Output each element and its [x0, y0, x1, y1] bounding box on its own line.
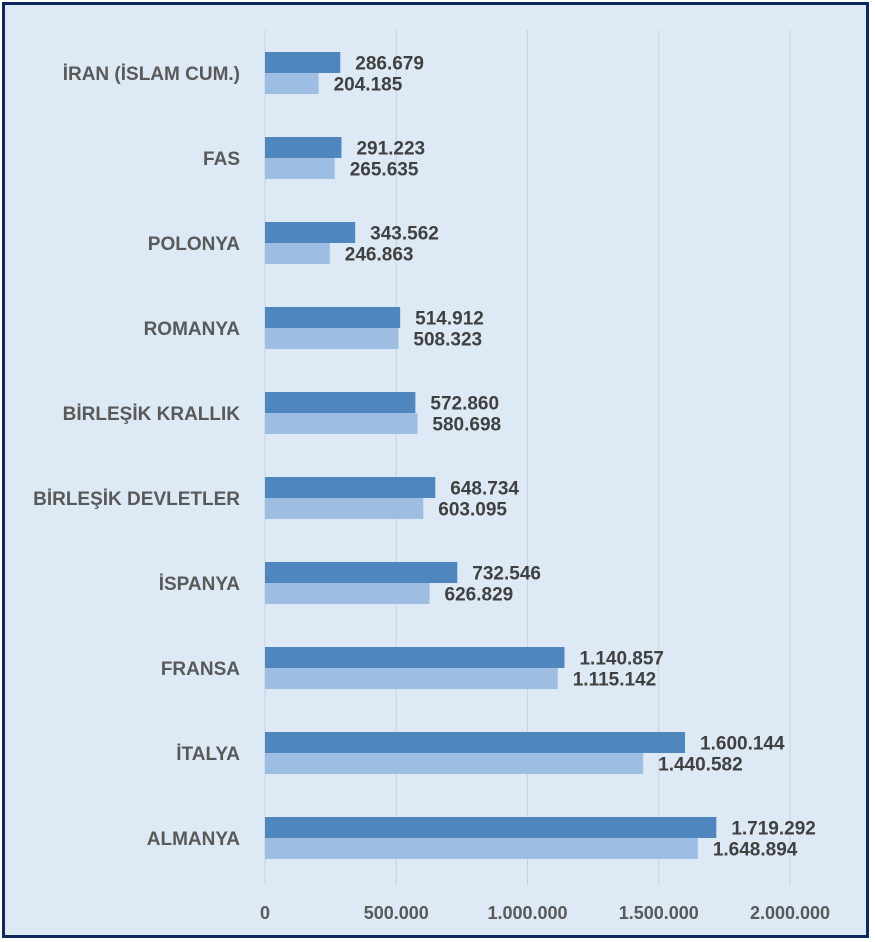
data-label: 343.562 — [370, 224, 439, 245]
data-label: 648.734 — [450, 479, 519, 500]
bar — [265, 668, 558, 689]
data-label: 626.829 — [445, 585, 514, 606]
bar — [265, 413, 418, 434]
data-label: 246.863 — [345, 245, 414, 266]
category-label: FRANSA — [161, 659, 240, 680]
category-label: İTALYA — [176, 744, 240, 765]
x-tick-label: 0 — [260, 903, 270, 923]
bar — [265, 732, 686, 753]
category-label: BİRLEŞİK KRALLIK — [63, 404, 241, 425]
data-label: 1.115.142 — [573, 670, 656, 691]
data-label: 572.860 — [430, 394, 499, 415]
data-label: 603.095 — [438, 500, 507, 521]
category-label: İSPANYA — [159, 574, 241, 595]
bar — [265, 243, 330, 264]
data-label: 1.648.894 — [713, 840, 798, 861]
data-label: 1.600.144 — [700, 734, 785, 755]
bar — [265, 392, 416, 413]
bar — [265, 328, 399, 349]
data-label: 514.912 — [415, 309, 484, 330]
data-label: 508.323 — [413, 330, 482, 351]
x-tick-label: 500.000 — [364, 903, 429, 923]
data-label: 286.679 — [355, 54, 424, 75]
bar — [265, 498, 424, 519]
bar — [265, 222, 356, 243]
data-label: 1.140.857 — [579, 649, 664, 670]
bar — [265, 562, 458, 583]
data-label: 265.635 — [350, 160, 419, 181]
data-label: 732.546 — [472, 564, 541, 585]
bars — [265, 52, 717, 859]
category-label: ALMANYA — [147, 829, 241, 850]
bar — [265, 158, 335, 179]
labels: 0 500.000 1.000.000 1.500.000 2.000.000 1.719… — [33, 54, 830, 924]
data-label: 1.719.292 — [731, 819, 816, 840]
bar — [265, 477, 436, 498]
bar — [265, 753, 644, 774]
data-label: 1.440.582 — [658, 755, 743, 776]
category-label: POLONYA — [148, 234, 240, 255]
bar — [265, 307, 401, 328]
bar — [265, 583, 430, 604]
category-label: İRAN (İSLAM CUM.) — [63, 64, 240, 85]
bar — [265, 838, 698, 859]
category-label: FAS — [203, 149, 240, 170]
category-label: BİRLEŞİK DEVLETLER — [33, 489, 240, 510]
category-label: ROMANYA — [144, 319, 241, 340]
data-label: 580.698 — [432, 415, 501, 436]
bar — [265, 137, 342, 158]
data-label: 291.223 — [356, 139, 425, 160]
x-tick-label: 1.000.000 — [487, 903, 567, 923]
bar — [265, 52, 341, 73]
bar — [265, 73, 319, 94]
bar — [265, 817, 717, 838]
bar — [265, 647, 565, 668]
x-tick-label: 2.000.000 — [750, 903, 830, 923]
data-label: 204.185 — [334, 75, 403, 96]
x-tick-label: 1.500.000 — [619, 903, 699, 923]
